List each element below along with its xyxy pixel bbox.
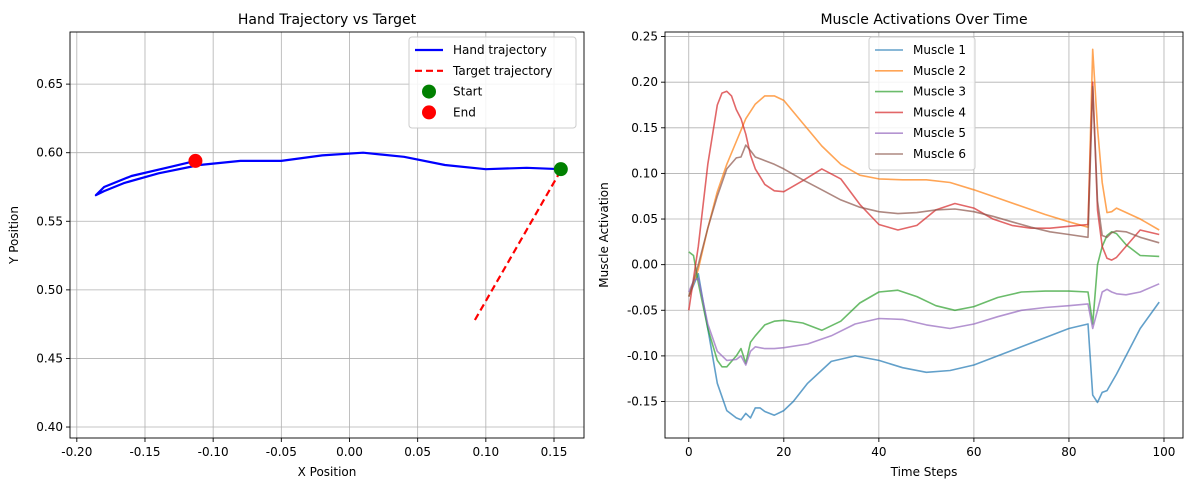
x-tick-label: 20 — [776, 445, 791, 459]
series-line-2 — [688, 48, 1160, 297]
y-tick-label: 0.25 — [631, 30, 658, 44]
y-tick-label: 0.55 — [36, 214, 63, 228]
x-tick-label: 0.05 — [404, 445, 431, 459]
x-tick-label: 0.00 — [336, 445, 363, 459]
legend-label: Muscle 1 — [913, 43, 966, 57]
series-line-3 — [688, 231, 1160, 368]
x-tick-label: -0.05 — [266, 445, 297, 459]
y-tick-label: 0.15 — [631, 121, 658, 135]
legend-label: Hand trajectory — [453, 43, 547, 57]
plot-frame — [664, 31, 1184, 439]
legend-box — [408, 36, 577, 129]
x-tick-label: 60 — [966, 445, 981, 459]
series-line-1 — [688, 272, 1160, 421]
y-tick-label: 0.40 — [36, 420, 63, 434]
legend-label: Muscle 5 — [913, 126, 966, 140]
legend-label: Muscle 6 — [913, 147, 966, 161]
y-tick-label: 0.10 — [631, 166, 658, 180]
x-tick-label: 0 — [685, 445, 693, 459]
x-tick-label: -0.10 — [198, 445, 229, 459]
legend-label: Muscle 4 — [913, 105, 966, 119]
chart-hand-trajectory: -0.20 -0.15 -0.10 -0.05 0.00 0.05 0.10 0.15 0.40… — [7, 12, 585, 479]
x-tick-label: -0.20 — [61, 445, 92, 459]
x-tick-label: -0.15 — [129, 445, 160, 459]
series-line-5 — [688, 277, 1160, 366]
y-tick-label: 0.60 — [36, 146, 63, 160]
y-axis-label: Y Position — [7, 206, 21, 265]
y-tick-label: -0.15 — [627, 395, 658, 409]
x-tick-label: 100 — [1153, 445, 1176, 459]
x-axis-label: Time Steps — [890, 465, 958, 479]
x-tick-label: 40 — [871, 445, 886, 459]
marker-start — [553, 162, 568, 177]
plot-frame — [69, 31, 585, 439]
y-tick-label: -0.10 — [627, 349, 658, 363]
series-line-6 — [688, 85, 1160, 297]
y-tick-label: -0.05 — [627, 303, 658, 317]
y-tick-label: 0.50 — [36, 283, 63, 297]
series-line-4 — [688, 81, 1160, 311]
x-tick-label: 80 — [1061, 445, 1076, 459]
marker-end — [188, 153, 203, 168]
chart-title: Hand Trajectory vs Target — [238, 12, 417, 28]
y-axis-label: Muscle Activation — [597, 182, 611, 287]
y-tick-label: 0.05 — [631, 212, 658, 226]
series-line-2 — [473, 169, 562, 321]
legend-label: End — [453, 105, 476, 119]
x-tick-label: 0.10 — [472, 445, 499, 459]
legend-handle — [422, 84, 436, 99]
series-line-1 — [94, 151, 561, 197]
x-tick-label: 0.15 — [541, 445, 568, 459]
chart-muscle-activations: 0 20 40 60 80 100 -0.15 -0.10 -0.05 0.00 0.05 0.10 0… — [597, 12, 1184, 479]
chart-title: Muscle Activations Over Time — [820, 12, 1027, 28]
y-tick-label: 0.00 — [631, 258, 658, 272]
legend-label: Target trajectory — [452, 64, 552, 78]
x-axis-label: X Position — [298, 465, 357, 479]
legend-handle — [422, 105, 436, 120]
legend-label: Muscle 3 — [913, 85, 966, 99]
y-tick-label: 0.45 — [36, 351, 63, 365]
legend-label: Muscle 2 — [913, 64, 966, 78]
legend-label: Start — [453, 85, 483, 99]
y-tick-label: 0.65 — [36, 77, 63, 91]
y-tick-label: 0.20 — [631, 75, 658, 89]
